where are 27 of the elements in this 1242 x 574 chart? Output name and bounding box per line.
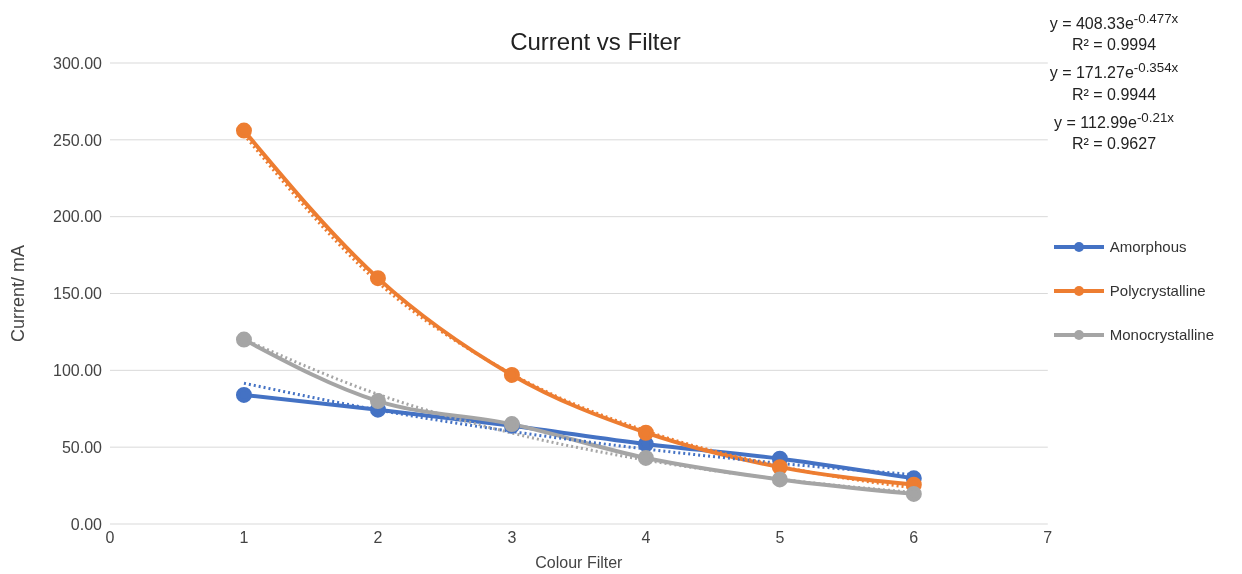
y-tick-label: 50.00	[61, 438, 103, 456]
x-tick-label: 2	[373, 529, 383, 547]
x-tick-label: 6	[909, 529, 919, 547]
text: R² = 0.9944	[1070, 84, 1158, 105]
x-tick-label: 0	[105, 529, 115, 547]
legend-label: Monocrystalline	[1109, 325, 1214, 345]
y-tick-label: 300.00	[53, 54, 103, 72]
x-tick-label: 4	[641, 529, 651, 547]
y-tick-label: 250.00	[53, 131, 103, 149]
x-tick-label: 5	[775, 529, 785, 547]
legend-label: Amorphous	[1109, 237, 1187, 257]
legend-label: Polycrystalline	[1109, 281, 1206, 301]
text: y = 112.99e$^{-0.21x}$	[1053, 108, 1175, 133]
y-tick-label: 100.00	[53, 362, 103, 380]
x-tick-label: 7	[1043, 529, 1053, 547]
chart-title: Current vs Filter	[509, 28, 682, 56]
y-tick-label: 150.00	[53, 285, 103, 303]
text: R² = 0.9994	[1070, 35, 1158, 56]
x-tick-label: 3	[507, 529, 517, 547]
text: R² = 0.9627	[1070, 134, 1158, 154]
y-tick-label: 0.00	[70, 515, 103, 533]
x-tick-label: 1	[239, 529, 249, 547]
y-tick-label: 200.00	[53, 208, 103, 226]
y-axis-title: Current/ mA	[8, 244, 29, 343]
text: y = 408.33e$^{-0.477x}$	[1048, 10, 1180, 35]
x-axis-title: Colour Filter	[535, 554, 624, 571]
text: y = 171.27e$^{-0.354x}$	[1048, 59, 1180, 84]
